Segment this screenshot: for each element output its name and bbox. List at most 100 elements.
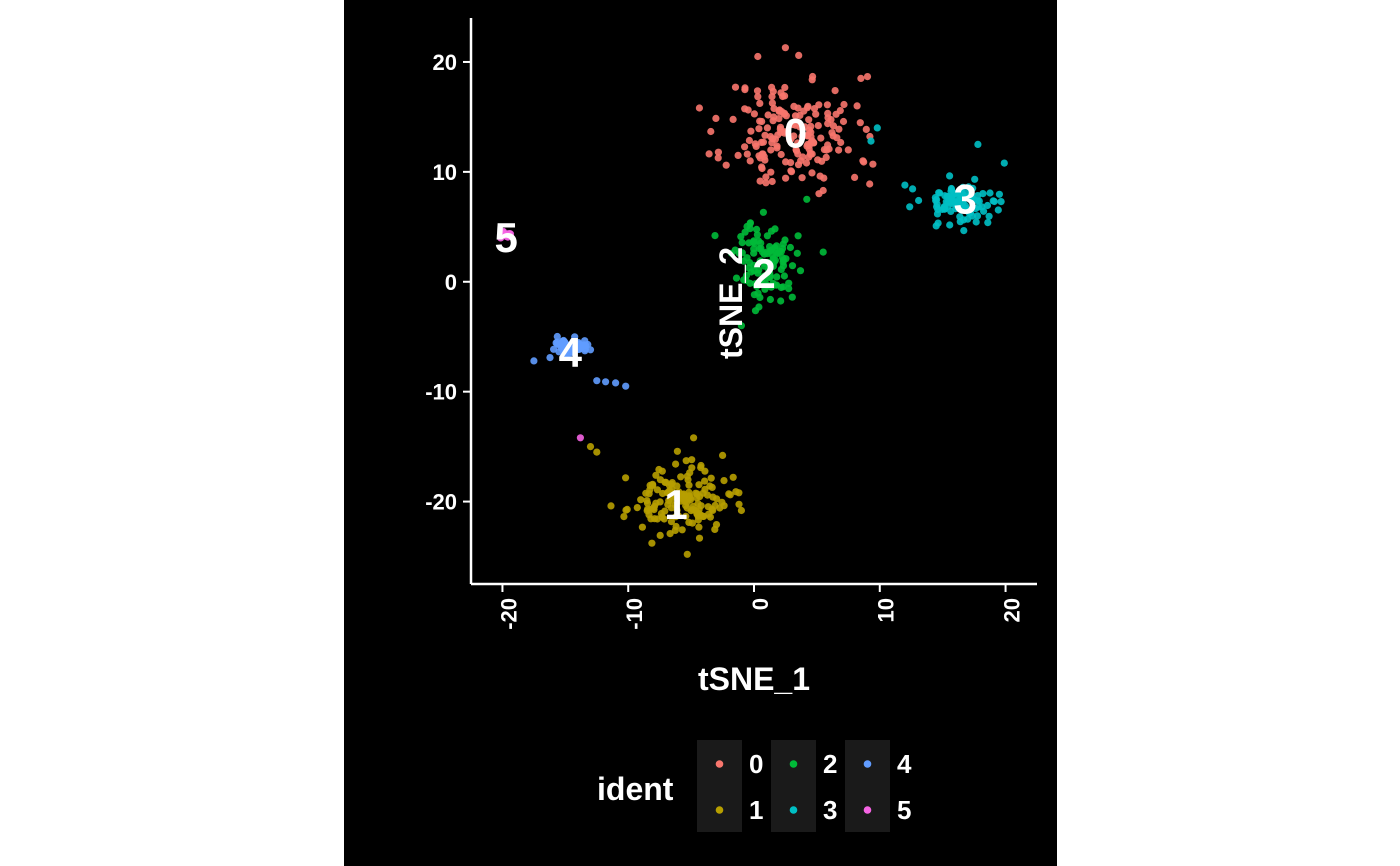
cluster-0-point: [829, 122, 838, 130]
cluster-0-point: [731, 83, 740, 91]
cluster-1-point: [695, 534, 704, 542]
cluster-2-point: [788, 293, 796, 301]
cluster-4-point: [559, 353, 567, 361]
cluster-0-point: [753, 87, 762, 95]
cluster-1-point: [667, 518, 675, 526]
cluster-0-point: [823, 101, 831, 109]
cluster-1-point: [622, 474, 630, 482]
cluster-0-point: [835, 146, 843, 154]
cluster-2-point: [788, 262, 797, 270]
cluster-0-point: [805, 153, 813, 161]
cluster-2-point: [757, 244, 765, 252]
cluster-2-point: [750, 291, 758, 299]
x-tick-label: 10: [874, 598, 899, 622]
cluster-0-point: [767, 146, 775, 154]
y-tick-label: -10: [425, 380, 457, 405]
cluster-2-point: [765, 265, 773, 273]
cluster-0-point: [743, 150, 751, 158]
cluster-4-point: [593, 377, 601, 385]
legend-key-1: [715, 806, 724, 814]
cluster-0-point: [741, 105, 749, 113]
cluster-1-point: [686, 469, 694, 477]
cluster-3-point: [947, 207, 955, 215]
cluster-0-point: [741, 143, 749, 151]
cluster-0-point: [752, 142, 760, 150]
cluster-2-point: [793, 249, 801, 257]
cluster-0-point: [820, 174, 828, 182]
cluster-3-point: [959, 183, 967, 191]
cluster-2-point: [763, 281, 771, 290]
cluster-1-point: [644, 505, 652, 513]
cluster-0-point: [758, 163, 766, 171]
cluster-1-point: [653, 486, 661, 494]
cluster-1-point: [735, 500, 743, 508]
cluster-0-point: [805, 116, 813, 124]
cluster-1-point: [633, 504, 641, 512]
cluster-3-point: [974, 203, 982, 211]
cluster-label-1: 1: [664, 481, 687, 528]
cluster-0-point: [835, 125, 843, 133]
cluster-0-point: [759, 138, 767, 146]
cluster-1-point: [656, 531, 664, 540]
cluster-2-point: [786, 243, 794, 252]
cluster-4-point: [612, 379, 620, 387]
cluster-2-point: [753, 231, 761, 239]
cluster-1-point: [637, 496, 645, 504]
cluster-2-point: [737, 322, 745, 330]
cluster-3-point: [946, 221, 954, 229]
cluster-0-point: [729, 115, 737, 123]
cluster-1-point: [725, 490, 733, 498]
cluster-3-point: [984, 219, 992, 227]
legend-label-3: 3: [823, 795, 837, 825]
cluster-1-point: [690, 434, 698, 442]
cluster-0-point: [866, 180, 874, 188]
legend-key-2: [789, 760, 798, 768]
cluster-2-point: [819, 248, 827, 256]
cluster-0-point: [712, 114, 720, 122]
cluster-0-point: [782, 158, 790, 166]
cluster-1-point: [620, 513, 628, 521]
cluster-4-point: [553, 332, 561, 341]
cluster-0-point: [758, 117, 766, 126]
cluster-2-point: [746, 279, 754, 287]
cluster-2-point: [759, 208, 767, 216]
cluster-3-point: [983, 201, 992, 210]
cluster-1-point: [672, 460, 680, 468]
cluster-1-point: [697, 464, 705, 472]
cluster-2-point: [755, 266, 763, 274]
cluster-1-point: [673, 447, 681, 455]
cluster-2-point: [754, 279, 762, 287]
x-tick-label: -20: [496, 598, 521, 630]
cluster-0-point: [817, 134, 825, 142]
cluster-1-point: [689, 506, 697, 514]
cluster-1-point: [659, 489, 667, 498]
cluster-2-point: [778, 254, 787, 262]
cluster-3-point: [948, 192, 956, 201]
cluster-0-point: [756, 177, 764, 185]
cluster-3-point: [960, 227, 968, 235]
y-tick-label: 20: [433, 50, 457, 75]
cluster-1-point: [720, 477, 728, 485]
cluster-1-point: [712, 521, 721, 529]
cluster-2-point: [785, 285, 793, 293]
cluster-3-point: [965, 183, 973, 191]
cluster-3-point: [965, 194, 973, 202]
cluster-label-3: 3: [954, 175, 977, 222]
cluster-1-point: [666, 530, 674, 538]
cluster-0-point: [781, 83, 789, 92]
cluster-3-point: [933, 203, 941, 211]
cluster-2-point: [794, 232, 802, 240]
cluster-2-point: [735, 249, 743, 257]
cluster-3-point: [949, 198, 957, 206]
cluster-4-point: [580, 341, 588, 349]
cluster-labels-layer: 0 1 2 3 4 5: [495, 109, 977, 527]
cluster-1-point: [729, 473, 737, 481]
cluster-2-point: [742, 271, 751, 280]
cluster-3-point: [973, 212, 982, 220]
cluster-1-point: [737, 506, 745, 515]
cluster-2-point: [739, 257, 748, 265]
cluster-2-point: [785, 279, 793, 287]
cluster-4-point: [552, 339, 560, 347]
cluster-0-point: [833, 134, 841, 142]
